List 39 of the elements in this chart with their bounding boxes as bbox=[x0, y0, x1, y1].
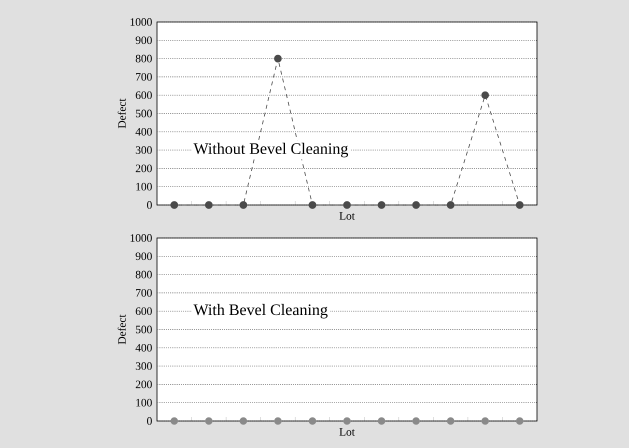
y-tick-label: 800 bbox=[136, 54, 152, 62]
y-tick-label: 400 bbox=[136, 344, 152, 352]
point bbox=[170, 201, 178, 209]
y-tick-label: 300 bbox=[136, 362, 152, 370]
point bbox=[446, 201, 455, 209]
y-tick-label: 600 bbox=[136, 91, 152, 100]
y-tick-label: 1000 bbox=[130, 234, 152, 242]
point bbox=[204, 201, 213, 209]
point bbox=[481, 91, 490, 100]
y-tick-label: 900 bbox=[136, 252, 152, 260]
y-tick-label: 700 bbox=[136, 73, 152, 81]
y-tick-label: 400 bbox=[136, 128, 152, 136]
y-tick-label: 600 bbox=[136, 307, 152, 316]
y-tick-label: 100 bbox=[136, 398, 152, 406]
x-axis-title: Lot bbox=[339, 212, 355, 220]
point bbox=[343, 201, 351, 209]
y-tick-label: 700 bbox=[136, 289, 152, 297]
y-tick-label: 900 bbox=[136, 36, 152, 44]
y-axis-title: Defect bbox=[118, 314, 126, 344]
y-tick-label: 200 bbox=[136, 380, 152, 388]
y-axis-title: Defect bbox=[118, 98, 126, 128]
y-tick-label: 800 bbox=[136, 270, 152, 278]
y-tick-label: 1000 bbox=[130, 18, 152, 26]
y-tick-label: 300 bbox=[136, 146, 152, 154]
y-tick-label: 500 bbox=[136, 110, 152, 118]
y-tick-label: 0 bbox=[147, 201, 152, 209]
point bbox=[274, 54, 282, 62]
point bbox=[516, 201, 524, 209]
y-tick-label: 0 bbox=[147, 417, 152, 425]
y-tick-label: 100 bbox=[136, 182, 152, 191]
point bbox=[378, 201, 386, 209]
point bbox=[239, 201, 248, 209]
point bbox=[308, 201, 316, 209]
point bbox=[412, 201, 420, 209]
annotation: With Bevel Cleaning bbox=[193, 304, 328, 318]
x-axis-title: Lot bbox=[339, 428, 355, 436]
y-tick-label: 200 bbox=[136, 164, 152, 172]
y-tick-label: 500 bbox=[136, 326, 152, 334]
annotation: Without Bevel Cleaning bbox=[193, 142, 348, 158]
